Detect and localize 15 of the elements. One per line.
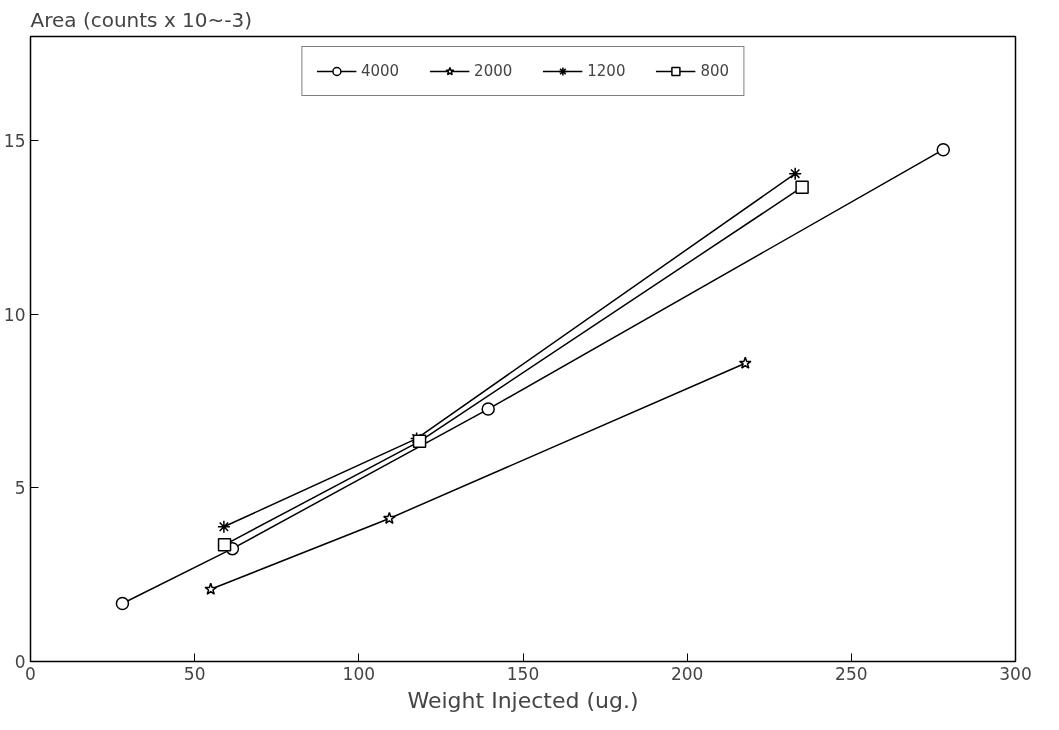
y-tick-label: 10: [3, 304, 26, 325]
legend-label: 4000: [360, 62, 400, 80]
x-tick-label: 100: [342, 663, 376, 684]
legend-label: 2000: [474, 62, 513, 80]
x-tick-label: 300: [999, 663, 1032, 684]
x-tick-label: 150: [506, 663, 540, 684]
y-tick-label: 15: [3, 131, 26, 152]
x-tick-label: 200: [670, 663, 704, 684]
legend-label: 1200: [587, 62, 626, 80]
chart-title: Area (counts x 10~-3): [30, 7, 253, 32]
y-tick-label: 5: [14, 478, 26, 499]
legend-label: 800: [700, 62, 730, 80]
x-tick-label: 50: [183, 663, 206, 684]
x-tick-label: 250: [835, 663, 868, 684]
x-axis-title: Weight Injected (ug.): [407, 687, 639, 713]
